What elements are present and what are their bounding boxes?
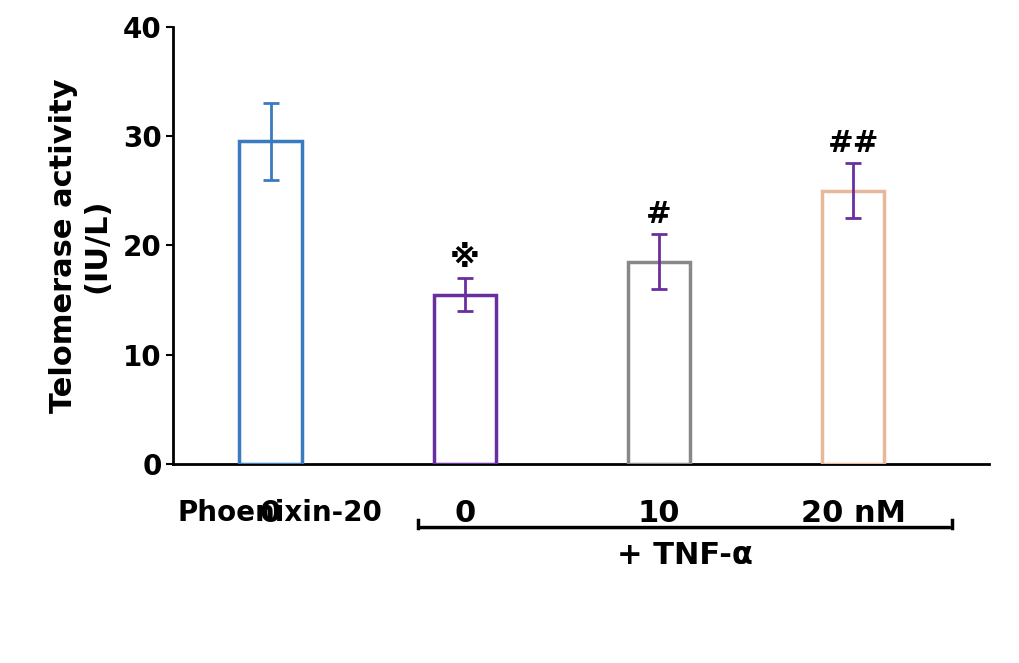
Bar	[821, 190, 883, 464]
Text: 0: 0	[260, 499, 281, 528]
Text: #: #	[646, 200, 672, 229]
Text: Phoenixin-20: Phoenixin-20	[177, 499, 382, 527]
Text: 20 nM: 20 nM	[800, 499, 905, 528]
Text: ##: ##	[826, 129, 878, 158]
Bar	[239, 141, 302, 464]
Bar	[628, 262, 690, 464]
Bar	[433, 294, 495, 464]
Text: 0: 0	[453, 499, 475, 528]
Text: + TNF-α: + TNF-α	[616, 540, 753, 570]
Y-axis label: Telomerase activity
(IU/L): Telomerase activity (IU/L)	[49, 78, 112, 412]
Text: 10: 10	[637, 499, 680, 528]
Text: ※: ※	[449, 244, 479, 272]
